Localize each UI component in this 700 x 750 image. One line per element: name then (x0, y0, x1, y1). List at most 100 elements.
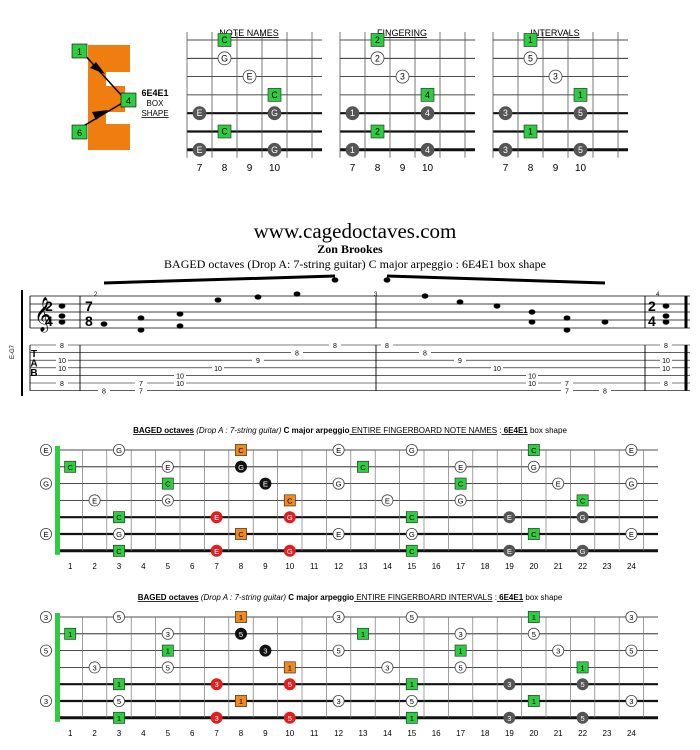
fretboard-marker-label: 1 (532, 697, 536, 706)
diagram-marker-dot (192, 106, 207, 121)
fretboard-marker-dot (40, 443, 53, 456)
fretboard-marker-label: C (238, 446, 244, 455)
tab-letter: T (31, 349, 37, 360)
fretboard-marker-label: C (458, 480, 464, 489)
fretboard-marker-box (576, 661, 589, 674)
tuning-label: E-G7 (10, 344, 16, 359)
fretboard-marker-label: E (43, 446, 48, 455)
fretboard-marker-label: E (629, 446, 634, 455)
fretboard-marker-label: 3 (629, 613, 633, 622)
fretboard-marker-label: 1 (361, 630, 365, 639)
fretboard-marker-dot (625, 528, 638, 541)
fretboard-marker-box (357, 460, 369, 473)
fretboard-marker-label: C (116, 547, 122, 556)
fretboard-marker-label: 5 (410, 613, 414, 622)
time-sig2-top: 7 (85, 298, 93, 314)
beam-2 (386, 274, 606, 285)
tab-number-bg (491, 364, 503, 372)
fretboard-marker-dot (88, 494, 101, 507)
fretboard-title-bold: BAGED octaves (138, 593, 199, 602)
fretboards: BAGED octaves (Drop A : 7-string guitar)… (40, 426, 658, 738)
fretboard-marker-label: 5 (580, 714, 584, 723)
fretboard-marker-box (576, 494, 589, 507)
fretboard-marker-label: 1 (458, 647, 462, 656)
note-head (214, 297, 222, 303)
fret-number: 14 (383, 729, 392, 738)
fretboard-title-under: ENTIRE FINGERBOARD NOTE NAMES (349, 426, 497, 435)
fretboard-marker-label: 5 (117, 697, 121, 706)
treble-clef: 𝄞 (34, 297, 52, 333)
tab-letter: B (30, 368, 37, 379)
fretboard-marker-dot (113, 528, 126, 541)
fretboard-marker-dot (625, 644, 638, 657)
fretboard-marker-box (357, 627, 369, 640)
fret-number: 24 (627, 562, 636, 571)
time-sig3-bottom: 4 (648, 313, 656, 329)
fretboard-marker-label: E (385, 496, 390, 505)
fretboard-title-paren: (Drop A : 7-string guitar) (199, 593, 287, 602)
fretboard-marker-label: 1 (68, 630, 72, 639)
fretboard-marker-label: 3 (336, 613, 340, 622)
fretboard-title-sep: : (497, 426, 501, 435)
fretboard-marker-box (527, 611, 540, 623)
fretboard-marker-label: C (116, 513, 122, 522)
fretboard-marker-dot (503, 544, 516, 557)
tab-number: 8 (333, 343, 337, 350)
fret-number: 21 (554, 729, 563, 738)
fretboard-marker-label: E (507, 513, 512, 522)
diagram-fret-number: 10 (422, 163, 434, 174)
diagram-fret-number: 7 (197, 163, 203, 174)
fretboard-marker-dot (234, 627, 247, 640)
diagram-marker-label: C (221, 35, 227, 45)
fretboard-marker-box (283, 661, 296, 674)
diagram-intervals: INTERVALS 7 8 9 10 1 5 3 1 3 5 1 3 5 (492, 28, 628, 174)
fret-number: 8 (239, 562, 244, 571)
site-url: www.cagedoctaves.com (254, 219, 457, 243)
fretboard-marker-dot (625, 695, 638, 708)
fret-number: 2 (92, 562, 97, 571)
fretboard-intervals: BAGED octaves (Drop A : 7-string guitar)… (40, 593, 658, 738)
fretboard-title-sep: : (492, 593, 496, 602)
fretboard-marker-box (64, 627, 77, 640)
fretboard-marker-label: G (287, 513, 293, 522)
fret-number: 6 (190, 562, 195, 571)
fretboard-marker-dot (503, 711, 516, 724)
tab-number-bg (98, 387, 110, 395)
fretboard-title-paren: (Drop A : 7-string guitar) (194, 426, 282, 435)
tab-number-bg (56, 357, 68, 365)
tab-number-bg (660, 364, 672, 372)
fretboard-marker-dot (576, 511, 589, 524)
fretboard-marker-label: C (238, 530, 244, 539)
fretboard-marker-label: 5 (239, 630, 243, 639)
note-head (456, 299, 464, 305)
diagram-marker-dot (573, 142, 588, 157)
fret-number: 14 (383, 562, 392, 571)
fretboard-marker-label: C (360, 463, 366, 472)
fretboard-marker-dot (576, 544, 589, 557)
fretboard-marker-dot (332, 443, 345, 456)
fretboard-marker-label: E (263, 480, 268, 489)
diagram-marker-dot (345, 142, 360, 157)
fretboard-marker-dot (161, 460, 174, 473)
fret-number: 11 (310, 562, 319, 571)
tab-number: 8 (102, 389, 106, 396)
fretboard-marker-dot (405, 443, 418, 456)
tab-number-bg (419, 349, 431, 357)
note-head (421, 293, 429, 299)
fretboard-marker-dot (454, 627, 467, 640)
diagram-marker-label: E (197, 108, 203, 118)
tab-letter: A (30, 359, 37, 370)
diagram-marker-label: E (247, 72, 253, 82)
diagram-fret-number: 7 (350, 163, 356, 174)
diagram-marker-label: 5 (578, 145, 583, 155)
note-head (601, 319, 609, 325)
tab-number: 10 (662, 366, 670, 373)
tab-number: 8 (60, 343, 64, 350)
fretboard-marker-box (454, 477, 467, 490)
fretboard-marker-box (527, 695, 540, 707)
fret-number: 9 (263, 562, 268, 571)
tab-number: 10 (493, 366, 501, 373)
tab-number-bg (291, 349, 303, 357)
fretboard-marker-label: 3 (336, 697, 340, 706)
